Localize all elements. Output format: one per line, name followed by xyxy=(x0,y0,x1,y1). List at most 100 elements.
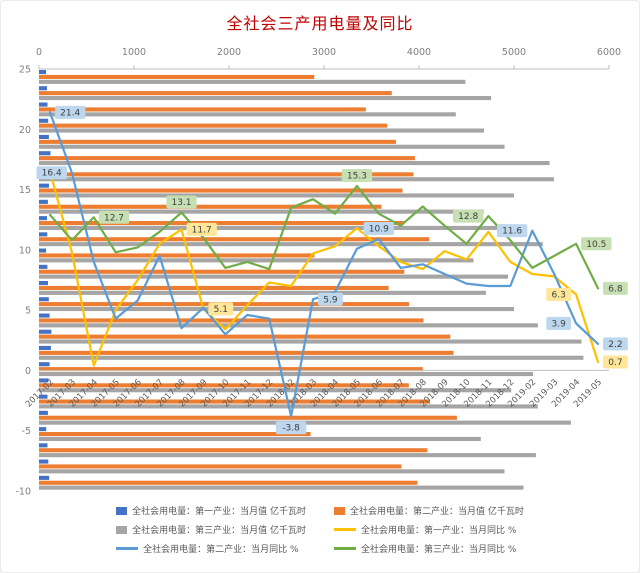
bar-primary-value xyxy=(39,297,49,302)
bar-tertiary-value xyxy=(39,388,512,393)
top-axis-tick-label: 2000 xyxy=(217,47,241,58)
point-label-box xyxy=(208,302,234,316)
bar-primary-value xyxy=(39,362,50,367)
bar-primary-value xyxy=(39,248,47,253)
bar-primary-value xyxy=(39,183,49,188)
point-label: 3.9 xyxy=(552,319,567,329)
point-label: 11.6 xyxy=(502,227,522,237)
point-label-box xyxy=(318,292,343,306)
point-label-box xyxy=(603,337,628,351)
bar-primary-value xyxy=(39,443,48,448)
bar-tertiary-value xyxy=(39,469,505,474)
bar-primary-value xyxy=(39,264,48,269)
point-label: 5.9 xyxy=(323,295,338,305)
legend-item: 全社会用电量：第一产业：当月同比 % xyxy=(334,523,524,536)
bar-primary-value xyxy=(39,313,50,318)
bar-tertiary-value xyxy=(39,209,484,214)
bar-secondary-value xyxy=(39,399,430,404)
point-label: 5.1 xyxy=(214,305,228,315)
bar-secondary-value xyxy=(39,74,315,79)
bar-secondary-value xyxy=(39,480,418,485)
bar-tertiary-value xyxy=(39,436,481,441)
bar-tertiary-value xyxy=(39,128,484,133)
point-label: 15.3 xyxy=(347,172,367,182)
bar-secondary-value xyxy=(39,269,405,274)
point-label-box xyxy=(363,222,394,235)
legend: 全社会用电量：第一产业：当月值 亿千瓦时 全社会用电量：第二产业：当月值 亿千瓦时… xyxy=(1,504,639,555)
left-axis-tick-label: 0 xyxy=(25,366,31,377)
legend-bar-swatch xyxy=(334,506,345,515)
bar-primary-value xyxy=(39,232,48,237)
left-axis-tick-label: 15 xyxy=(19,185,31,196)
bar-primary-value xyxy=(39,394,48,399)
bar-secondary-value xyxy=(39,383,409,388)
bar-tertiary-value xyxy=(39,242,543,247)
bar-secondary-value xyxy=(39,107,366,112)
left-axis-tick-label: -10 xyxy=(15,487,31,498)
legend-bar-swatch xyxy=(116,506,128,515)
bar-secondary-value xyxy=(39,91,392,96)
bar-secondary-value xyxy=(39,156,415,161)
bar-primary-value xyxy=(39,151,51,156)
bar-tertiary-value xyxy=(39,161,550,166)
bar-tertiary-value xyxy=(39,290,486,295)
point-label-box xyxy=(603,355,628,369)
point-label: 12.7 xyxy=(104,213,124,223)
legend-item: 全社会用电量：第三产业：当月同比 % xyxy=(334,542,524,555)
bar-tertiary-value xyxy=(39,144,505,149)
point-label: -3.8 xyxy=(282,424,300,434)
point-label-box xyxy=(36,166,67,180)
bar-tertiary-value xyxy=(39,79,466,84)
point-label-box xyxy=(341,169,373,182)
point-label: 13.1 xyxy=(171,198,191,208)
point-label-box xyxy=(546,316,572,330)
top-axis-tick-label: 3000 xyxy=(312,47,336,58)
bar-primary-value xyxy=(39,427,47,432)
point-label: 12.8 xyxy=(458,212,478,222)
legend-item-label: 全社会用电量：第一产业：当月值 亿千瓦时 xyxy=(132,507,306,517)
bar-tertiary-value xyxy=(39,96,492,101)
top-axis-tick-label: 4000 xyxy=(407,47,431,58)
point-label: 11.7 xyxy=(192,225,212,235)
bar-primary-value xyxy=(39,459,49,464)
legend-item: 全社会用电量：第二产业：当月值 亿千瓦时 xyxy=(334,504,524,517)
legend-line-swatch xyxy=(116,547,139,550)
legend-item: 全社会用电量：第三产业：当月值 亿千瓦时 xyxy=(116,523,306,536)
point-label-box xyxy=(166,195,197,209)
bar-secondary-value xyxy=(39,464,402,469)
bar-primary-value xyxy=(39,199,48,204)
point-label-box xyxy=(275,421,307,435)
legend-bar-swatch xyxy=(116,525,128,534)
bar-secondary-value xyxy=(39,139,396,144)
bar-tertiary-value xyxy=(39,307,514,312)
bar-tertiary-value xyxy=(39,372,533,377)
bar-secondary-value xyxy=(39,204,382,209)
left-axis-tick-label: -5 xyxy=(22,426,31,437)
left-axis-tick-label: 25 xyxy=(19,65,31,76)
bar-tertiary-value xyxy=(39,112,456,117)
bar-primary-value xyxy=(39,118,49,123)
bar-secondary-value xyxy=(39,172,414,177)
bar-primary-value xyxy=(39,345,51,350)
bar-tertiary-value xyxy=(39,193,514,198)
legend-item-label: 全社会用电量：第二产业：当月值 亿千瓦时 xyxy=(350,507,524,517)
top-axis-tick-label: 1000 xyxy=(122,47,146,58)
bar-tertiary-value xyxy=(39,339,582,344)
bar-secondary-value xyxy=(39,448,428,453)
legend-item: 全社会用电量：第一产业：当月值 亿千瓦时 xyxy=(116,504,306,517)
legend-item-label: 全社会用电量：第三产业：当月同比 % xyxy=(361,545,517,555)
point-label-box xyxy=(98,210,130,224)
bar-tertiary-value xyxy=(39,453,536,458)
legend-item: 全社会用电量：第二产业：当月同比 % xyxy=(116,542,306,555)
bar-primary-value xyxy=(39,329,52,334)
bar-tertiary-value xyxy=(39,274,508,279)
point-label-box xyxy=(55,105,86,119)
bar-primary-value xyxy=(39,475,50,480)
page-title: 全社会三产用电量及同比 xyxy=(226,14,414,33)
bar-tertiary-value xyxy=(39,258,474,263)
bar-primary-value xyxy=(39,134,49,139)
bar-secondary-value xyxy=(39,237,430,242)
bar-secondary-value xyxy=(39,367,423,372)
top-axis-tick-label: 5000 xyxy=(502,47,526,58)
